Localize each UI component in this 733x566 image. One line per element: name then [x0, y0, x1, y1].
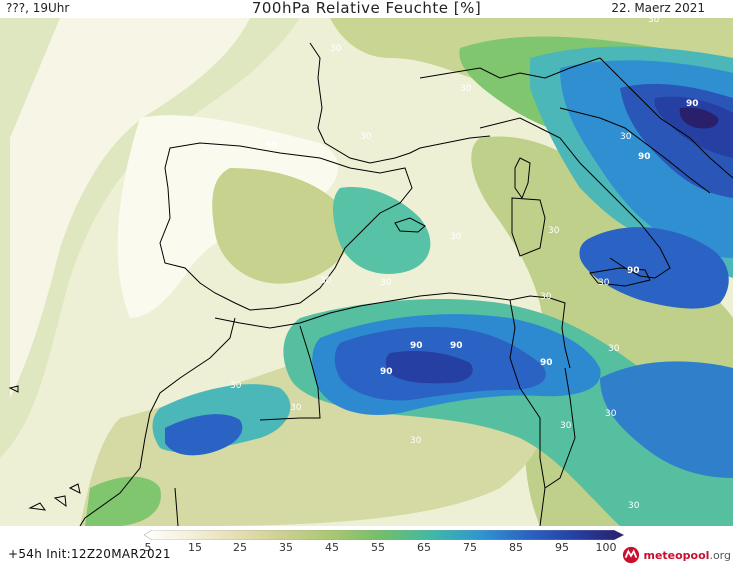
balearic	[394, 217, 426, 233]
contour-label: 30	[460, 84, 472, 94]
contour-label: 90	[450, 341, 463, 351]
contour-label: 30	[330, 44, 342, 54]
humidity-band-sw	[85, 476, 161, 526]
humidity-band-85-sw	[165, 414, 243, 456]
legend-gradient	[144, 530, 624, 540]
contour-label: 90	[410, 341, 423, 351]
france-coast	[309, 42, 491, 164]
contour-labels: 30 30 30 30 30 30 30 30 30 30 30 30 30 3…	[230, 18, 699, 511]
contour-label: 30	[320, 276, 332, 286]
color-legend	[144, 530, 624, 540]
contour-label: 90	[265, 141, 278, 151]
contour-label: 90	[380, 367, 393, 377]
sicily	[589, 267, 651, 287]
humidity-band-dry	[10, 18, 250, 398]
contour-label: 30	[230, 381, 242, 391]
balkans-coast	[599, 57, 733, 179]
legend-tick: 5	[144, 541, 152, 554]
contour-label: 30	[648, 18, 660, 25]
contour-label: 90	[686, 99, 699, 109]
legend-tick: 85	[509, 541, 523, 554]
map-footer: 5 15 25 35 45 55 65 75 85 95 100 +54h In…	[0, 526, 733, 566]
humidity-band-95	[385, 351, 473, 384]
humidity-band-85-east	[579, 227, 729, 309]
north-africa-coast	[214, 292, 571, 369]
contour-label: 30	[598, 278, 610, 288]
map-header: ???, 19Uhr 700hPa Relative Feuchte [%] 2…	[0, 0, 733, 18]
legend-tick: 45	[325, 541, 339, 554]
legend-tick: 35	[279, 541, 293, 554]
humidity-band-95-east	[654, 96, 733, 158]
border-mauritania	[174, 487, 179, 526]
contour-label: 90	[638, 152, 651, 162]
legend-tick: 95	[555, 541, 569, 554]
italy-coast	[479, 117, 671, 279]
legend-tick: 100	[595, 541, 617, 554]
legend-tick: 25	[233, 541, 247, 554]
coastlines	[79, 42, 733, 526]
contour-label: 30	[360, 132, 372, 142]
contour-label: 30	[410, 436, 422, 446]
humidity-band-35	[212, 168, 352, 284]
contour-label: 30	[540, 292, 552, 302]
contour-label: 30	[608, 344, 620, 354]
border-algeria	[259, 325, 321, 421]
iberia-coast	[159, 142, 413, 311]
legend-tick: 75	[463, 541, 477, 554]
brand-name: meteopool.org	[643, 548, 731, 562]
legend-tick: 15	[188, 541, 202, 554]
map-title: 700hPa Relative Feuchte [%]	[251, 0, 482, 17]
contour-label: 30	[290, 403, 302, 413]
corsica	[514, 157, 531, 200]
contour-label: 30	[380, 278, 392, 288]
humidity-map[interactable]: 30 30 30 30 30 30 30 30 30 30 30 30 30 3…	[0, 18, 733, 526]
humidity-band-60	[333, 187, 431, 274]
contour-label: 30	[450, 232, 462, 242]
legend-labels: 5 15 25 35 45 55 65 75 85 95 100	[0, 541, 733, 555]
humidity-band-100	[679, 107, 719, 129]
contour-label: 30	[548, 226, 560, 236]
italy-adriatic	[559, 107, 711, 194]
sardinia	[511, 197, 546, 257]
valid-date: 22. Maerz 2021	[611, 1, 705, 15]
contour-label: 90	[627, 266, 640, 276]
border-libya	[544, 367, 576, 489]
legend-tick: 65	[417, 541, 431, 554]
morocco-coast	[79, 317, 236, 526]
border-tunisia	[509, 299, 546, 526]
legend-tick: 55	[371, 541, 385, 554]
contour-label: 30	[560, 421, 572, 431]
canary-islands	[8, 385, 81, 511]
alps-border	[419, 57, 601, 79]
contour-label: 90	[540, 358, 553, 368]
meteopool-logo-icon	[623, 546, 640, 564]
contour-label: 30	[628, 501, 640, 511]
valid-time: ???, 19Uhr	[6, 1, 70, 15]
forecast-run: +54h Init:12Z20MAR2021	[8, 547, 171, 561]
contour-label: 30	[620, 132, 632, 142]
humidity-band-85-se	[600, 361, 733, 478]
contour-label: 30	[605, 409, 617, 419]
brand-logo[interactable]: meteopool.org	[622, 544, 731, 566]
